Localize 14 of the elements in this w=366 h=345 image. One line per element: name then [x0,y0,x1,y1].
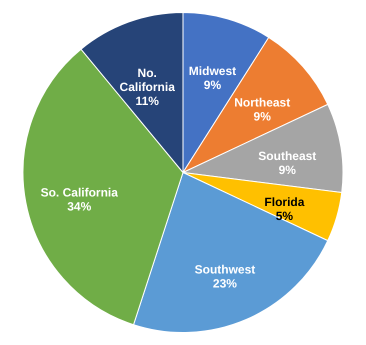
slice-label: Southeast [258,148,316,163]
data-label: 34% [67,199,92,214]
data-label: 11% [136,94,160,108]
data-label: 23% [212,276,238,290]
data-label: 9% [278,162,296,177]
data-label: 9% [254,110,272,124]
slice-label: Northeast [234,96,290,110]
slice-label: Southwest [194,262,256,276]
data-label: 5% [276,208,294,223]
slice-label: Florida [264,194,305,209]
slice-label: So. California [40,185,118,200]
slice-label: Midwest [188,64,236,78]
data-label: 9% [204,78,222,92]
slice-label: No. California [120,66,176,94]
